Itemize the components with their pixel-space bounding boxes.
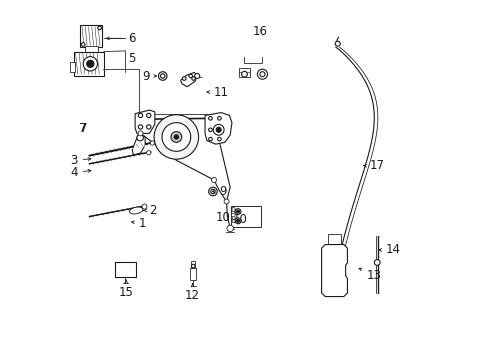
Circle shape [217, 117, 221, 120]
Bar [74, 51, 103, 76]
Circle shape [98, 26, 101, 30]
Bar [230, 206, 261, 226]
Bar [239, 68, 249, 77]
Circle shape [142, 204, 147, 209]
Circle shape [226, 225, 233, 231]
Text: 8: 8 [230, 216, 235, 225]
Circle shape [154, 115, 198, 159]
Polygon shape [135, 110, 155, 134]
Circle shape [146, 125, 151, 129]
Circle shape [171, 132, 182, 142]
Circle shape [235, 218, 241, 224]
Text: 16: 16 [253, 25, 267, 39]
Text: 9: 9 [212, 185, 226, 198]
Circle shape [146, 113, 151, 118]
Circle shape [257, 69, 267, 79]
Polygon shape [132, 134, 145, 155]
Text: 9: 9 [142, 69, 156, 82]
Circle shape [162, 123, 190, 151]
Text: 6: 6 [106, 32, 135, 45]
Text: 1: 1 [131, 217, 146, 230]
Circle shape [194, 73, 199, 78]
Circle shape [216, 127, 221, 132]
Circle shape [208, 187, 217, 196]
Polygon shape [321, 244, 346, 297]
Circle shape [160, 74, 164, 78]
Bar [70, 62, 75, 72]
Circle shape [236, 210, 239, 213]
Circle shape [335, 41, 340, 46]
Text: 10: 10 [216, 211, 230, 224]
Circle shape [235, 209, 241, 215]
Circle shape [86, 60, 94, 67]
Text: 7: 7 [80, 122, 87, 135]
Circle shape [241, 71, 247, 77]
Circle shape [174, 135, 178, 139]
Circle shape [260, 72, 264, 77]
Polygon shape [204, 113, 231, 144]
Circle shape [81, 42, 85, 46]
Bar [191, 261, 195, 268]
Text: 3: 3 [70, 154, 91, 167]
Circle shape [208, 128, 212, 132]
Circle shape [138, 113, 142, 118]
Text: 14: 14 [378, 243, 400, 256]
Text: 5: 5 [128, 51, 135, 64]
Circle shape [188, 74, 192, 78]
Bar [115, 262, 136, 277]
Text: 4: 4 [70, 166, 91, 179]
Circle shape [208, 117, 212, 120]
Circle shape [213, 125, 224, 135]
Circle shape [158, 72, 167, 80]
Circle shape [191, 77, 195, 80]
Text: 7: 7 [79, 122, 86, 135]
Circle shape [138, 125, 142, 129]
Text: 11: 11 [206, 86, 228, 99]
Text: 15: 15 [119, 280, 133, 299]
Circle shape [217, 128, 221, 132]
Polygon shape [180, 72, 197, 87]
Circle shape [217, 137, 221, 141]
Circle shape [211, 177, 216, 183]
Text: 12: 12 [184, 284, 200, 302]
Circle shape [138, 131, 142, 136]
Text: 17: 17 [363, 159, 384, 172]
Circle shape [210, 189, 215, 194]
Text: 10: 10 [233, 213, 247, 226]
Text: 13: 13 [358, 268, 381, 282]
Circle shape [137, 134, 143, 141]
Circle shape [224, 199, 228, 204]
Text: 2: 2 [143, 204, 157, 217]
Text: 9: 9 [230, 207, 235, 216]
Circle shape [236, 220, 239, 222]
Circle shape [191, 264, 195, 268]
Circle shape [182, 77, 185, 80]
Ellipse shape [129, 207, 142, 214]
Circle shape [208, 137, 212, 141]
Bar [84, 46, 98, 53]
Bar [190, 268, 196, 280]
Bar [80, 25, 102, 47]
Circle shape [150, 141, 154, 145]
Circle shape [373, 260, 379, 265]
Circle shape [146, 150, 151, 155]
Bar [327, 234, 340, 244]
Circle shape [83, 57, 97, 71]
